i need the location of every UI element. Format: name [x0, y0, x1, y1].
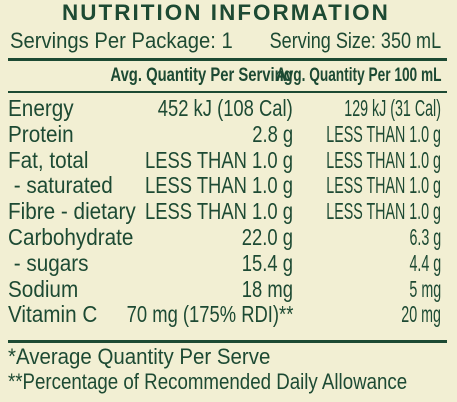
- per-serving: 2.8 g: [252, 120, 293, 147]
- per-100ml: LESS THAN 1.0 g: [326, 172, 441, 199]
- per-100ml: LESS THAN 1.0 g: [326, 146, 441, 173]
- footnote: *Average Quantity Per Serve: [8, 344, 271, 369]
- per-100ml: 4.4 g: [409, 249, 441, 276]
- row-label: Protein: [8, 120, 74, 147]
- per-100ml: LESS THAN 1.0 g: [326, 120, 441, 147]
- per-serving: LESS THAN 1.0 g: [145, 146, 293, 173]
- per-100ml: 129 kJ (31 Cal): [344, 95, 441, 121]
- per-100ml: 5 mg: [409, 275, 441, 302]
- per-serving: 70 mg (175% RDI)**: [126, 301, 293, 328]
- rule: [8, 340, 447, 343]
- row-label: - sugars: [8, 249, 89, 276]
- column-header: Avg. Quantity Per 100 mL: [275, 65, 441, 86]
- rule: [8, 58, 447, 61]
- per-serving: 18 mg: [241, 275, 293, 302]
- row-label: Fibre - dietary: [8, 198, 136, 225]
- row-label: Carbohydrate: [8, 224, 134, 250]
- per-100ml: 6.3 g: [409, 224, 441, 250]
- per-serving: LESS THAN 1.0 g: [145, 172, 293, 199]
- per-serving: 22.0 g: [241, 224, 293, 250]
- per-serving: LESS THAN 1.0 g: [145, 198, 293, 225]
- row-label: - saturated: [8, 172, 113, 199]
- title: NUTRITION INFORMATION: [62, 0, 390, 25]
- per-100ml: 20 mg: [401, 301, 441, 328]
- serving-size: Serving Size: 350 mL: [269, 28, 441, 53]
- column-header: Avg. Quantity Per Serving: [110, 65, 293, 86]
- row-label: Energy: [8, 95, 74, 121]
- row-label: Sodium: [8, 275, 79, 302]
- footnote: **Percentage of Recommended Daily Allowa…: [8, 369, 408, 394]
- row-label: Fat, total: [8, 146, 89, 173]
- per-serving: 15.4 g: [241, 249, 293, 276]
- row-label: Vitamin C: [8, 301, 98, 328]
- per-100ml: LESS THAN 1.0 g: [326, 198, 441, 225]
- rule: [8, 91, 447, 93]
- servings-per-package: Servings Per Package: 1: [10, 28, 233, 53]
- per-serving: 452 kJ (108 Cal): [158, 95, 293, 121]
